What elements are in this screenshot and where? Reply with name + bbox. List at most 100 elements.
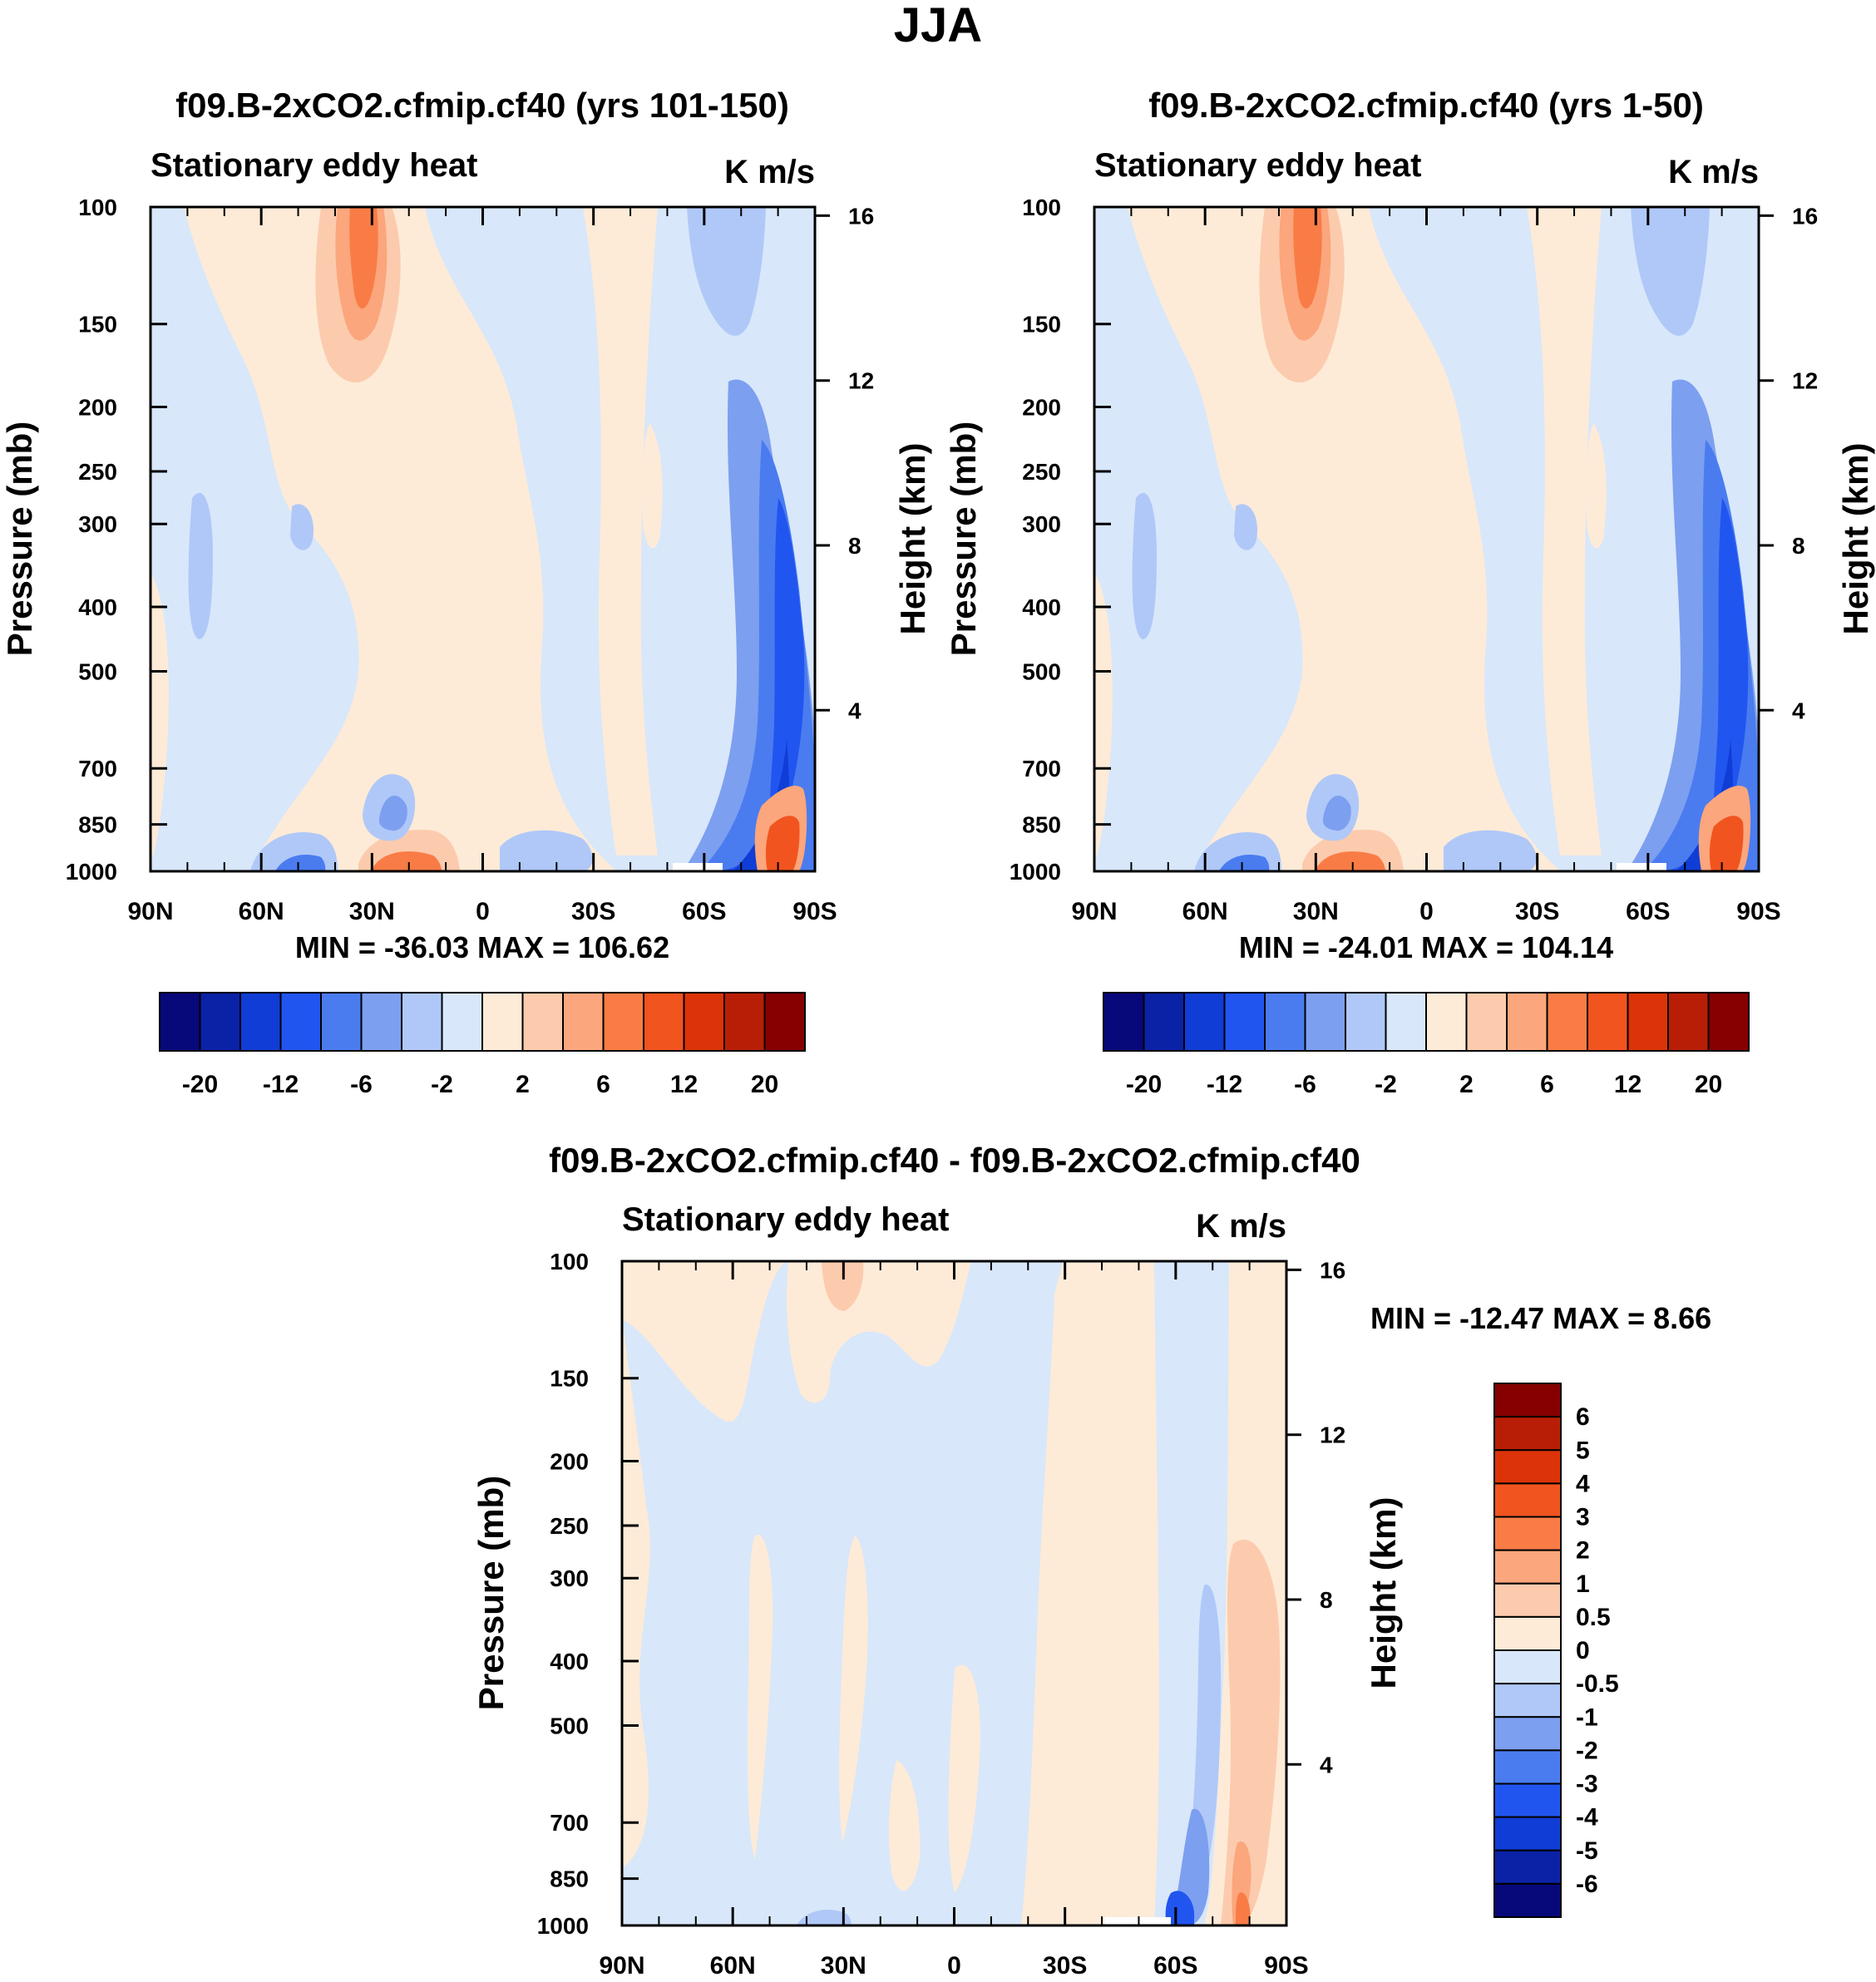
colorbar-swatch [1493, 1449, 1562, 1485]
field-neg-blob-nh2 [1234, 504, 1257, 550]
y-tick-label: 250 [550, 1513, 589, 1539]
y-tick-label: 300 [1022, 511, 1061, 537]
panel-b-contour-field [1094, 207, 1759, 871]
colorbar-swatch [199, 992, 241, 1052]
colorbar-swatch [1183, 992, 1226, 1052]
colorbar-swatch [1465, 992, 1508, 1052]
panel-b-min-max: MIN = -24.01 MAX = 104.14 [1239, 930, 1613, 964]
x-tick-label: 90N [127, 898, 173, 925]
colorbar-swatch [279, 992, 322, 1052]
field-pos-band-tropics [1527, 207, 1602, 855]
field-pos-3 [1293, 207, 1322, 309]
colorbar-label: 20 [1695, 1071, 1722, 1098]
y-tick-label: 700 [550, 1810, 589, 1836]
field-pos-band-nh [1128, 207, 1560, 871]
panel-b-title: f09.B-2xCO2.cfmip.cf40 (yrs 1-50) [1148, 86, 1704, 125]
field-pos-eq [948, 1664, 980, 1893]
colorbar-swatch [1264, 992, 1306, 1052]
field-neg-low-4 [378, 796, 407, 831]
colorbar-label: -6 [350, 1071, 373, 1098]
field-neg-nh-low [797, 1909, 852, 1925]
colorbar-swatch [401, 992, 443, 1052]
colorbar-swatch [1707, 992, 1750, 1052]
colorbar-swatch [1493, 1716, 1562, 1752]
colorbar-label: 4 [1576, 1470, 1590, 1497]
x-tick-label: 60S [682, 898, 726, 925]
colorbar-label: -0.5 [1576, 1670, 1619, 1698]
x-tick-label: 30S [571, 898, 615, 925]
field-white-patch [673, 863, 723, 871]
panel-c-axes: 90N 60N 30N 0 30S 60S 90S 100 150 200 250 300 400 500… [537, 1249, 1345, 1980]
colorbar-swatch [1425, 992, 1468, 1052]
x-tick-label: 30N [349, 898, 395, 925]
panel-a-units: K m/s [724, 154, 815, 190]
panel-c-contour-field [622, 1261, 1286, 1925]
field-pos-nh-tongue2 [839, 1536, 868, 1843]
panel-a-axes: 90N 60N 30N 0 30S 60S 90S 100 150 200 250 300 400 500… [66, 195, 874, 925]
field-neg-low-2 [1219, 854, 1270, 871]
x-tick-label: 30N [821, 1952, 866, 1980]
x-tick-label: 60S [1626, 898, 1670, 925]
colorbar-label: -2 [431, 1071, 453, 1098]
x-tick-label: 0 [476, 898, 490, 925]
panel-c-units: K m/s [1196, 1208, 1286, 1245]
panel-b: f09.B-2xCO2.cfmip.cf40 (yrs 1-50) Statio… [944, 86, 1875, 1098]
x-tick-label: 60N [239, 898, 284, 925]
colorbar-label: 20 [751, 1071, 778, 1098]
field-neg-blob-nh [1132, 492, 1157, 639]
colorbar-label: 6 [596, 1071, 610, 1098]
colorbar-swatch [562, 992, 605, 1052]
colorbar-swatch [1493, 1882, 1562, 1918]
x-tick-label: 90N [1071, 898, 1117, 925]
field-neg-sh-1 [1179, 1585, 1222, 1925]
panel-c-ylabel: Pressure (mb) [471, 1476, 511, 1710]
height-tick-label: 12 [1320, 1422, 1345, 1448]
y-tick-label: 850 [1022, 812, 1061, 838]
panel-a-field-shapes [151, 207, 815, 871]
panel-c-title: f09.B-2xCO2.cfmip.cf40 - f09.B-2xCO2.cfm… [549, 1141, 1360, 1180]
x-tick-label: 60N [710, 1952, 756, 1980]
height-tick-label: 8 [1792, 533, 1805, 559]
x-tick-label: 30S [1515, 898, 1559, 925]
colorbar-swatch [1493, 1383, 1562, 1418]
colorbar-label: -20 [182, 1071, 218, 1098]
colorbar-swatch [1667, 992, 1710, 1052]
colorbar-swatch [1493, 1482, 1562, 1518]
y-tick-label: 200 [550, 1449, 589, 1475]
field-neg-sh-1 [1631, 207, 1710, 336]
panel-a-ylabel-right: Height (km) [893, 443, 932, 635]
y-tick-label: 1000 [1010, 859, 1061, 885]
colorbar-swatch [1493, 1782, 1562, 1818]
colorbar-label: -6 [1294, 1071, 1316, 1098]
y-tick-label: 300 [78, 511, 117, 537]
colorbar-label: 12 [1614, 1071, 1642, 1098]
height-tick-label: 16 [1792, 203, 1818, 229]
colorbar-swatch [441, 992, 483, 1052]
y-tick-label: 200 [1022, 395, 1061, 421]
height-tick-label: 8 [1320, 1587, 1333, 1613]
height-tick-label: 16 [1320, 1257, 1345, 1283]
panel-b-colorbar: -20 -12 -6 -2 2 6 12 20 [1103, 992, 1750, 1098]
colorbar-swatch [159, 992, 201, 1052]
colorbar-label: 2 [516, 1071, 530, 1098]
panel-b-units: K m/s [1668, 154, 1759, 190]
y-tick-label: 400 [1022, 594, 1061, 620]
colorbar-swatch [1385, 992, 1427, 1052]
y-tick-label: 250 [1022, 459, 1061, 485]
colorbar-swatch [683, 992, 725, 1052]
colorbar-label: 5 [1576, 1437, 1590, 1464]
x-tick-label: 90S [792, 898, 837, 925]
field-neg-low-4 [1322, 796, 1351, 831]
colorbar-swatch [1627, 992, 1669, 1052]
colorbar-label: -3 [1576, 1771, 1598, 1798]
colorbar-swatch [643, 992, 685, 1052]
colorbar-label: -12 [1207, 1071, 1242, 1098]
panel-a-left-label: Stationary eddy heat [151, 147, 477, 184]
x-tick-label: 90S [1736, 898, 1780, 925]
colorbar-label: 0 [1576, 1637, 1590, 1664]
panel-a-contour-field [151, 207, 815, 871]
panel-c-colorbar: 6 5 4 3 2 1 0.5 0 -0.5 -1 -2 -3 -4 -5 -6 [1493, 1383, 1619, 1918]
y-tick-label: 500 [550, 1713, 589, 1738]
x-tick-label: 30S [1043, 1952, 1087, 1980]
panel-a-ylabel: Pressure (mb) [0, 422, 39, 656]
